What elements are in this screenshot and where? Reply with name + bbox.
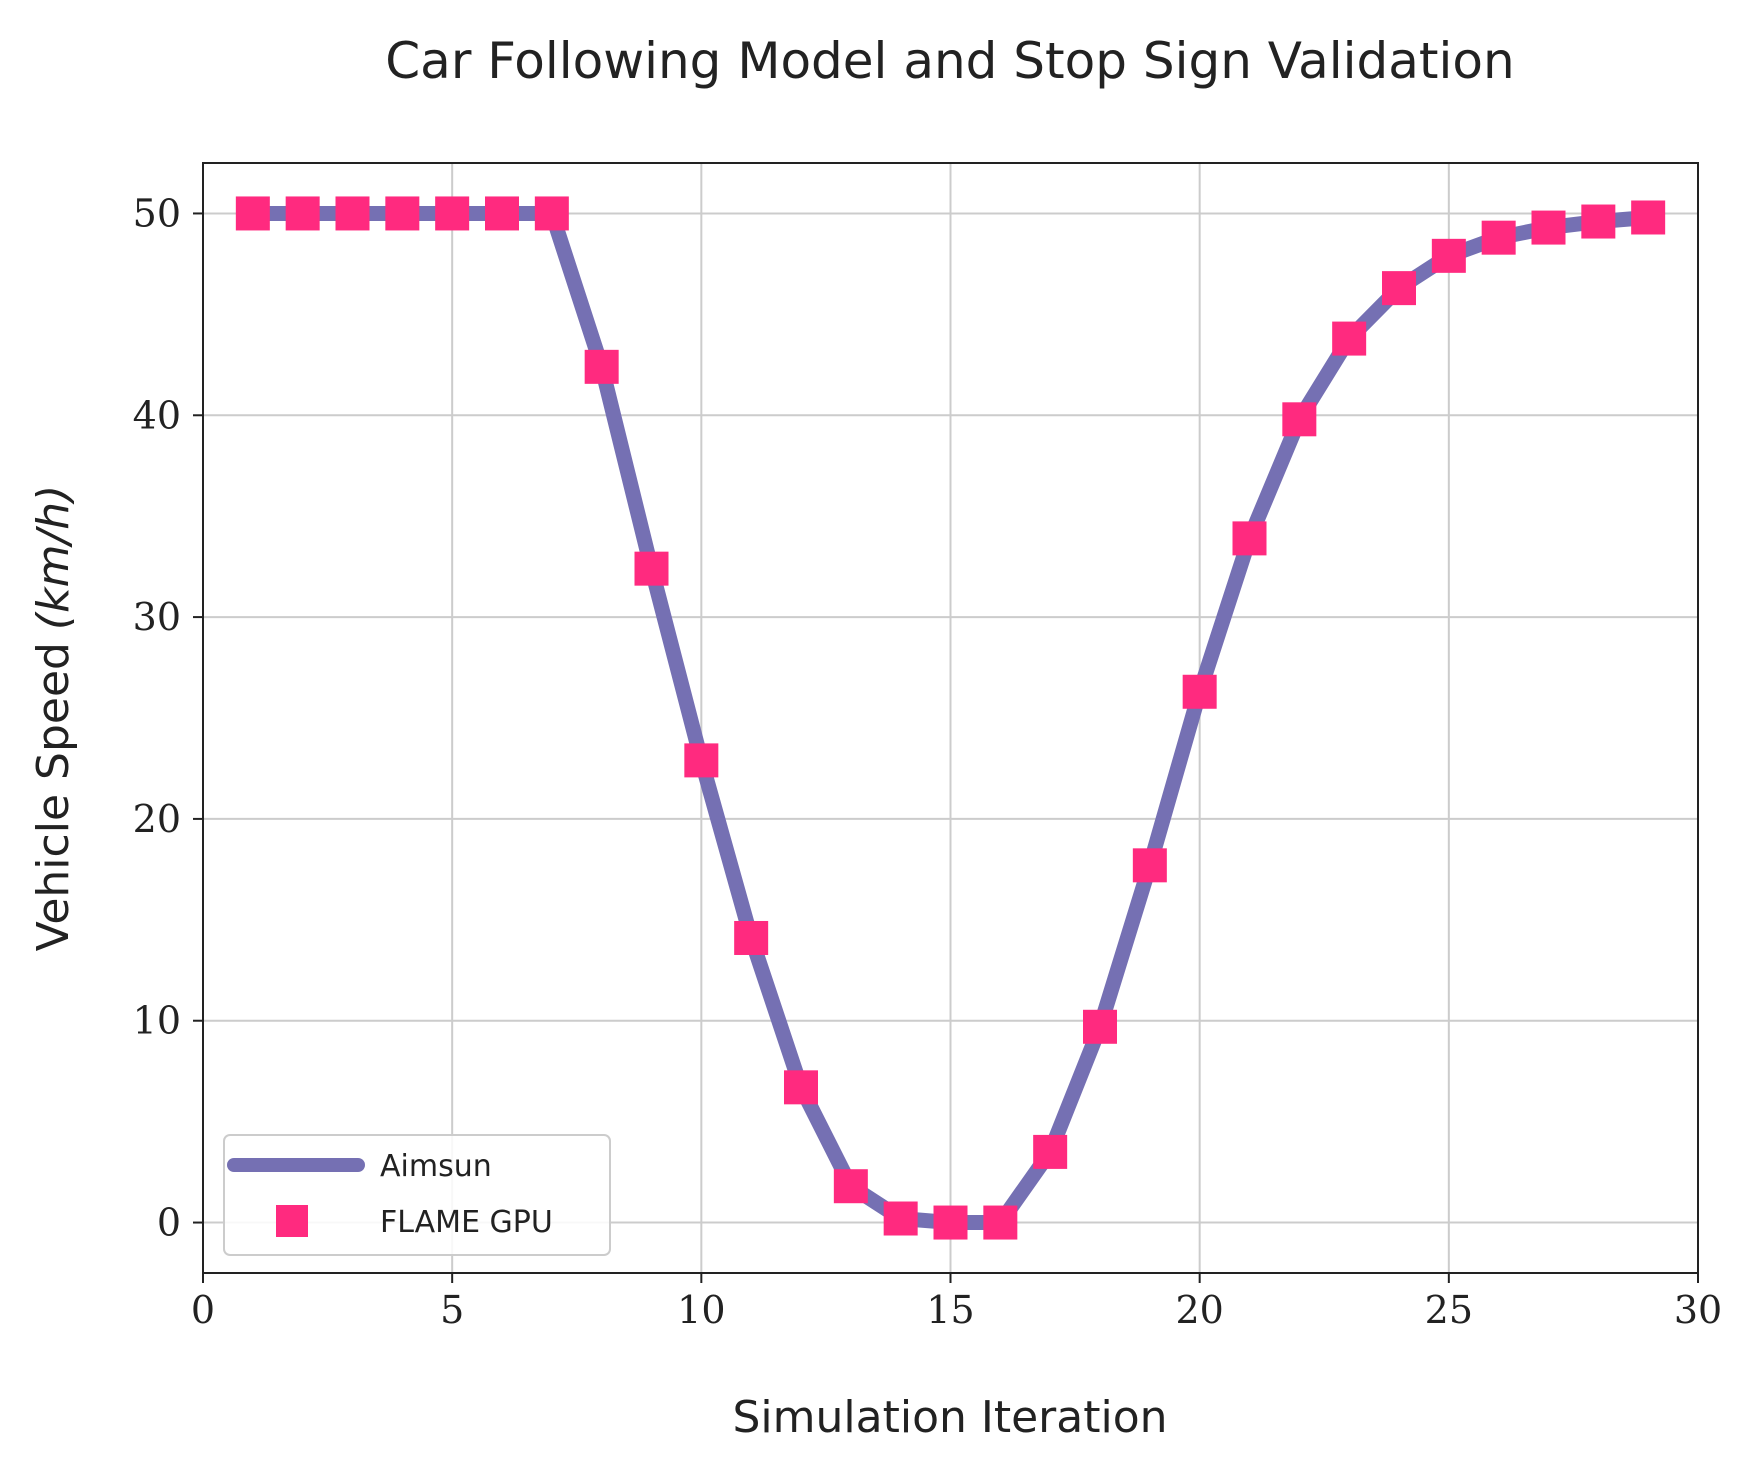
series-point-flame-gpu [634, 551, 669, 586]
x-axis-label: Simulation Iteration [733, 1392, 1168, 1443]
series-point-flame-gpu [1282, 402, 1317, 437]
plot-area [235, 196, 1666, 1240]
series-point-flame-gpu [235, 196, 270, 231]
y-tick-label: 20 [133, 797, 181, 841]
series-point-flame-gpu [983, 1205, 1018, 1240]
series-point-flame-gpu [285, 196, 320, 231]
legend-label-flame-gpu: FLAME GPU [380, 1205, 553, 1240]
series-point-flame-gpu [1431, 238, 1466, 273]
y-tick-label: 30 [133, 595, 181, 639]
series-point-flame-gpu [1481, 220, 1516, 255]
series-point-flame-gpu [784, 1070, 818, 1105]
series-point-flame-gpu [584, 349, 619, 384]
series-point-flame-gpu [1132, 848, 1167, 883]
x-tick-label: 25 [1425, 1288, 1473, 1332]
series-point-flame-gpu [1581, 204, 1616, 239]
series-point-flame-gpu [1182, 674, 1217, 709]
y-tick-label: 10 [133, 999, 181, 1043]
series-point-flame-gpu [1033, 1134, 1068, 1169]
series-point-flame-gpu [883, 1201, 918, 1236]
legend-label-aimsun: Aimsun [380, 1149, 492, 1184]
series-point-flame-gpu [435, 196, 470, 231]
series-point-flame-gpu [1083, 1009, 1117, 1044]
series-point-flame-gpu [335, 196, 370, 231]
y-tick-label: 50 [133, 191, 181, 235]
x-tick-label: 20 [1175, 1288, 1223, 1332]
series-point-flame-gpu [385, 196, 420, 231]
y-tick-label: 0 [157, 1201, 181, 1245]
series-point-flame-gpu [485, 196, 519, 231]
series-point-flame-gpu [1631, 200, 1666, 235]
series-point-flame-gpu [734, 920, 769, 955]
y-axis-label-text: Vehicle Speed [28, 642, 79, 951]
x-tick-label: 30 [1674, 1288, 1722, 1332]
x-tick-label: 0 [191, 1288, 215, 1332]
y-axis-label-unit: (km/h) [28, 485, 79, 630]
series-point-flame-gpu [833, 1169, 868, 1204]
series-point-flame-gpu [933, 1205, 968, 1240]
grid-lines [202, 163, 1699, 1273]
series-point-flame-gpu [534, 196, 569, 231]
chart-title: Car Following Model and Stop Sign Valida… [385, 32, 1514, 90]
legend-marker-swatch [276, 1205, 308, 1237]
series-point-flame-gpu [1531, 210, 1566, 245]
axis-ticks: 0 5 10 15 20 25 30 0 10 20 30 40 50 [133, 191, 1723, 1332]
series-point-flame-gpu [1332, 321, 1367, 356]
y-axis-label: Vehicle Speed (km/h) [28, 485, 79, 952]
series-point-flame-gpu [1232, 521, 1267, 556]
x-tick-label: 10 [677, 1288, 725, 1332]
x-tick-label: 5 [440, 1288, 464, 1332]
series-point-flame-gpu [684, 743, 719, 778]
legend: Aimsun FLAME GPU [223, 1134, 611, 1256]
series-point-flame-gpu [1382, 271, 1416, 306]
x-tick-label: 15 [926, 1288, 974, 1332]
y-tick-label: 40 [133, 393, 181, 437]
